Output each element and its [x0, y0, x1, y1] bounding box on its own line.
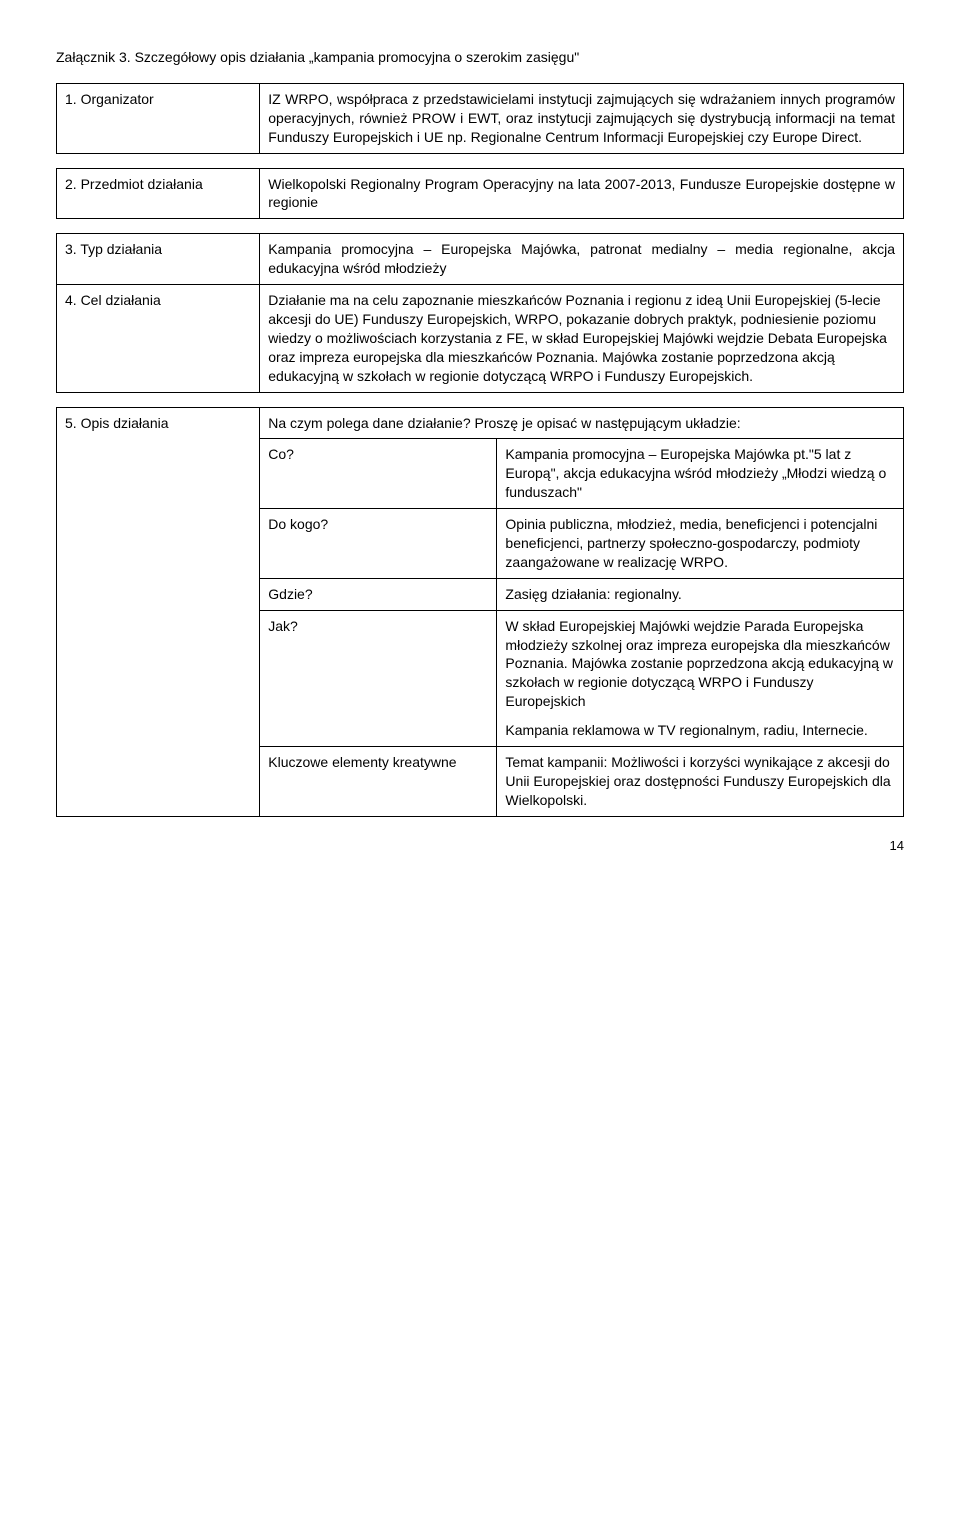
table-row: 4. Cel działania Działanie ma na celu za… [57, 285, 904, 392]
inner-label-gdzie: Gdzie? [260, 578, 497, 610]
row-content: IZ WRPO, współpraca z przedstawicielami … [260, 83, 904, 153]
inner-content-dokogo: Opinia publiczna, młodzież, media, benef… [497, 509, 904, 579]
row-label: 5. Opis działania [57, 407, 260, 816]
row-label: 1. Organizator [57, 83, 260, 153]
section-table-3: 3. Typ działania Kampania promocyjna – E… [56, 233, 904, 392]
row-label: 4. Cel działania [57, 285, 260, 392]
section-table-2: 2. Przedmiot działania Wielkopolski Regi… [56, 168, 904, 220]
row-content: Kampania promocyjna – Europejska Majówka… [260, 234, 904, 285]
table-row: 5. Opis działania Na czym polega dane dz… [57, 407, 904, 439]
table-row: 2. Przedmiot działania Wielkopolski Regi… [57, 168, 904, 219]
page-number: 14 [56, 837, 904, 855]
inner-label-co: Co? [260, 439, 497, 509]
inner-label-jak: Jak? [260, 610, 497, 746]
inner-content-kluczowe: Temat kampanii: Możliwości i korzyści wy… [497, 747, 904, 817]
section-table-1: 1. Organizator IZ WRPO, współpraca z prz… [56, 83, 904, 154]
inner-content-co: Kampania promocyjna – Europejska Majówka… [497, 439, 904, 509]
row-content: Działanie ma na celu zapoznanie mieszkań… [260, 285, 904, 392]
document-title: Załącznik 3. Szczegółowy opis działania … [56, 48, 904, 67]
inner-content-jak: W skład Europejskiej Majówki wejdzie Par… [497, 610, 904, 746]
jak-paragraph-1: W skład Europejskiej Majówki wejdzie Par… [505, 617, 895, 711]
inner-content-gdzie: Zasięg działania: regionalny. [497, 578, 904, 610]
row-intro: Na czym polega dane działanie? Proszę je… [260, 407, 904, 439]
row-label: 2. Przedmiot działania [57, 168, 260, 219]
row-label: 3. Typ działania [57, 234, 260, 285]
table-row: 1. Organizator IZ WRPO, współpraca z prz… [57, 83, 904, 153]
section-table-5: 5. Opis działania Na czym polega dane dz… [56, 407, 904, 817]
table-row: 3. Typ działania Kampania promocyjna – E… [57, 234, 904, 285]
inner-label-dokogo: Do kogo? [260, 509, 497, 579]
jak-paragraph-2: Kampania reklamowa w TV regionalnym, rad… [505, 722, 867, 738]
inner-label-kluczowe: Kluczowe elementy kreatywne [260, 747, 497, 817]
row-content: Wielkopolski Regionalny Program Operacyj… [260, 168, 904, 219]
